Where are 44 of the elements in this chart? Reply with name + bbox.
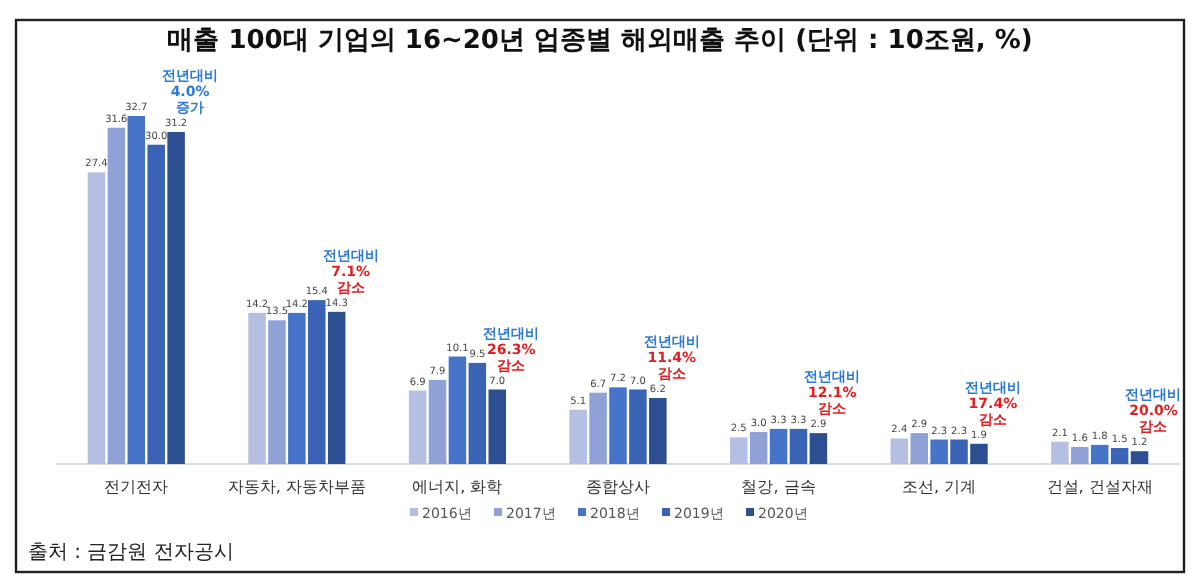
chart-title: 매출 100대 기업의 16~20년 업종별 해외매출 추이 (단위 : 10조원, %) — [167, 26, 1033, 56]
x-tick-label: 종합상사 — [586, 478, 650, 496]
source-note: 출처 : 금감원 전자공시 — [28, 542, 234, 564]
bar — [1051, 441, 1069, 464]
x-tick-label: 에너지, 화학 — [412, 478, 503, 496]
bar — [910, 433, 928, 464]
x-tick-label: 철강, 금속 — [741, 478, 816, 496]
bar — [789, 428, 808, 464]
bar — [87, 172, 106, 464]
bar — [729, 437, 748, 464]
bar — [1090, 444, 1109, 464]
x-tick-label: 건설, 건설자재 — [1046, 478, 1153, 496]
bar — [809, 433, 828, 464]
bar — [308, 300, 326, 464]
x-tick-label: 전기전자 — [104, 478, 169, 496]
x-tick-label: 조선, 기계 — [902, 478, 977, 496]
bar — [1110, 448, 1129, 464]
bar — [448, 356, 467, 464]
bar — [248, 312, 266, 464]
bar — [609, 387, 627, 464]
bar — [327, 311, 346, 464]
bar — [288, 312, 306, 464]
bar — [268, 320, 286, 464]
bar — [629, 389, 647, 464]
bar — [408, 390, 427, 464]
bar — [107, 127, 126, 464]
bar — [147, 144, 165, 464]
bar — [569, 409, 587, 464]
bar — [1071, 446, 1089, 464]
bar — [428, 379, 447, 464]
bar — [468, 362, 487, 464]
x-tick-label: 자동차, 자동차부품 — [227, 478, 366, 496]
bar — [950, 439, 968, 464]
bar — [769, 428, 788, 464]
bar — [930, 439, 948, 464]
bar — [749, 432, 768, 464]
bar — [649, 398, 667, 464]
bar — [1130, 451, 1149, 464]
bar — [488, 389, 506, 464]
bar — [167, 131, 185, 464]
bar — [890, 438, 909, 464]
bar — [127, 116, 146, 464]
bar — [970, 443, 988, 464]
bar — [589, 392, 607, 464]
